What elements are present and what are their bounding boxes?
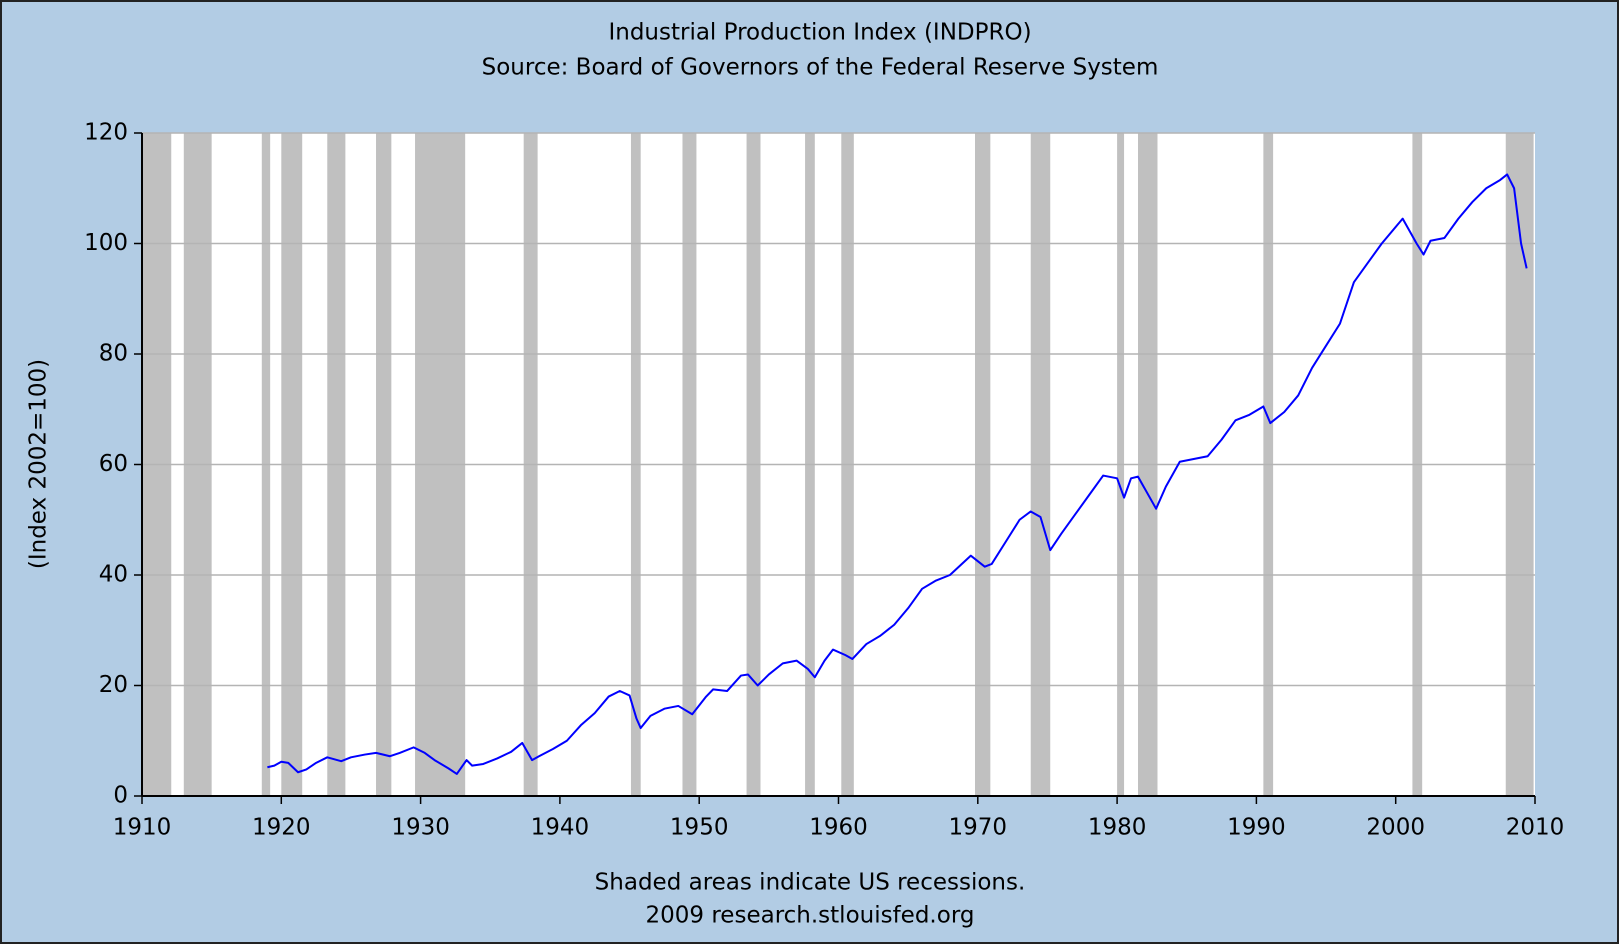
y-tick-label: 120 <box>84 120 128 146</box>
x-tick-label: 1960 <box>809 815 868 841</box>
x-tick-label: 1940 <box>531 815 590 841</box>
y-tick-label: 40 <box>99 562 128 588</box>
y-tick-label: 20 <box>99 672 128 698</box>
x-tick-label: 1950 <box>670 815 729 841</box>
y-axis-label: (Index 2002=100) <box>26 359 52 569</box>
credit: 2009 research.stlouisfed.org <box>646 903 975 929</box>
note: Shaded areas indicate US recessions. <box>595 870 1026 896</box>
x-tick-label: 2010 <box>1506 815 1565 841</box>
x-tick-label: 1920 <box>252 815 311 841</box>
chart-title: Industrial Production Index (INDPRO) <box>608 20 1031 46</box>
y-tick-label: 80 <box>99 341 128 367</box>
chart-subtitle: Source: Board of Governors of the Federa… <box>482 55 1159 81</box>
x-tick-label: 1970 <box>949 815 1008 841</box>
data-line <box>267 173 1528 775</box>
x-tick-label: 1990 <box>1227 815 1286 841</box>
y-tick-label: 100 <box>84 230 128 256</box>
y-tick-label: 60 <box>99 451 128 477</box>
x-tick-label: 1930 <box>391 815 450 841</box>
x-tick-label: 2000 <box>1366 815 1425 841</box>
y-tick-label: 0 <box>113 783 128 809</box>
x-tick-label: 1980 <box>1088 815 1147 841</box>
x-tick-label: 1910 <box>113 815 172 841</box>
